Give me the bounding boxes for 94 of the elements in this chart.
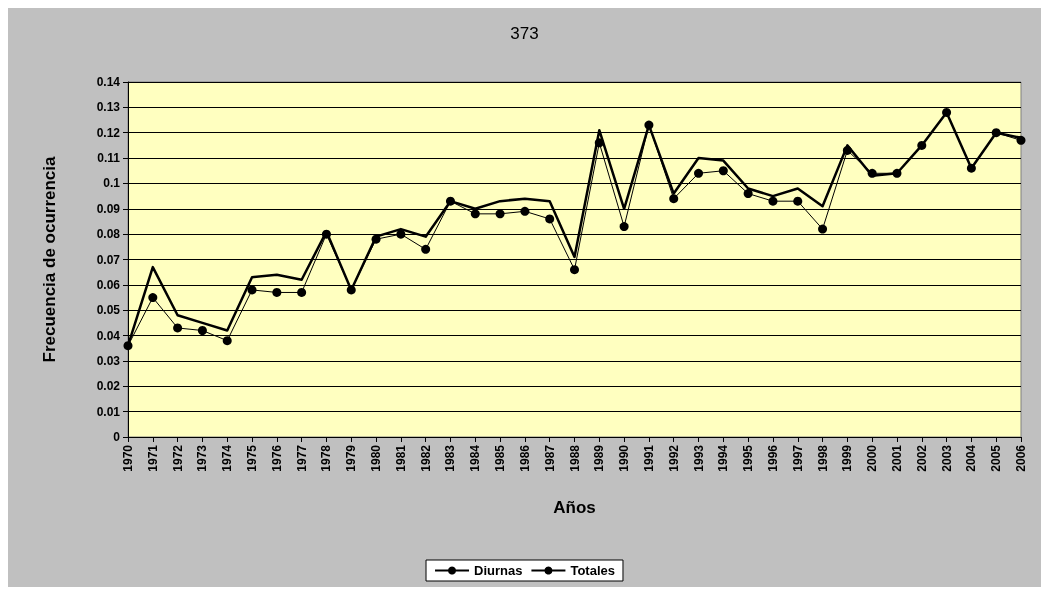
point [570, 265, 579, 275]
point [619, 222, 629, 232]
x-tick-label: 1978 [319, 444, 334, 472]
x-tick-label: 1974 [220, 444, 235, 472]
point [669, 194, 679, 204]
x-tick-label: 1993 [691, 444, 706, 472]
point [197, 326, 207, 335]
point [966, 163, 976, 173]
x-tick-label: 2005 [989, 444, 1004, 472]
point [222, 336, 232, 346]
x-tick-label: 1976 [269, 444, 284, 472]
point [421, 244, 431, 254]
point [545, 214, 555, 224]
x-tick-label: 1986 [517, 444, 532, 472]
x-tick-label: 1979 [344, 444, 359, 472]
x-tick-label: 2000 [865, 444, 880, 472]
y-tick-label: 0.01 [96, 404, 121, 419]
point [520, 206, 530, 216]
point [396, 229, 406, 239]
y-tick-label: 0.09 [96, 201, 121, 216]
point [867, 168, 877, 178]
x-tick-label: 1972 [170, 444, 185, 472]
point [321, 229, 331, 239]
x-tick-label: 1971 [145, 444, 160, 472]
point [247, 285, 257, 295]
point [148, 293, 158, 303]
y-axis-title: Frecuencia de ocurrencia [40, 155, 59, 363]
y-tick-label: 0.02 [96, 379, 121, 394]
x-tick-label: 1984 [468, 444, 483, 472]
x-tick-label: 1991 [641, 444, 656, 472]
x-tick-label: 2002 [914, 444, 929, 472]
x-tick-label: 1980 [369, 444, 384, 472]
x-tick-label: 2004 [964, 444, 979, 472]
y-tick-label: 0.04 [96, 328, 121, 343]
point [917, 140, 927, 150]
x-tick-label: 1996 [765, 444, 780, 472]
y-tick-label: 0.08 [96, 227, 121, 242]
x-tick-label: 1975 [245, 444, 260, 472]
point [297, 287, 307, 297]
x-tick-label: 2001 [889, 444, 904, 472]
x-tick-label: 1987 [542, 444, 557, 472]
point [495, 209, 505, 219]
x-tick-label: 1977 [294, 444, 309, 472]
y-tick-label: 0.05 [96, 303, 121, 318]
chart-title: 373 [510, 24, 539, 43]
x-tick-label: 1995 [741, 444, 756, 472]
point [470, 209, 480, 219]
point [892, 168, 902, 178]
point [718, 166, 728, 176]
point [346, 285, 356, 295]
x-tick-label: 1985 [493, 444, 508, 472]
x-tick-label: 1988 [567, 444, 582, 472]
point [644, 120, 654, 130]
point [942, 107, 952, 117]
y-tick-label: 0 [113, 430, 121, 444]
y-tick-label: 0.11 [97, 151, 121, 166]
y-tick-label: 0.12 [96, 125, 121, 140]
point [991, 128, 1001, 138]
x-tick-label: 1983 [443, 444, 458, 472]
x-tick-label: 1997 [790, 444, 805, 472]
x-tick-label: 1998 [815, 444, 830, 472]
x-tick-label: 1973 [195, 444, 210, 472]
point [1016, 135, 1026, 145]
x-tick-label: 1990 [617, 444, 632, 472]
point [371, 234, 381, 244]
y-tick-label: 0.03 [96, 353, 121, 368]
legend-label: Diurnas [474, 563, 523, 578]
legend-label: Totales [570, 563, 615, 578]
point [272, 287, 282, 297]
y-tick-label: 0.14 [96, 75, 121, 89]
x-tick-label: 2006 [1014, 444, 1028, 472]
point [173, 323, 183, 333]
y-tick-label: 0.07 [96, 252, 121, 267]
point [594, 138, 604, 148]
point [818, 224, 828, 234]
point [743, 189, 753, 199]
x-tick-label: 1994 [716, 444, 731, 472]
point [842, 145, 852, 155]
y-tick-label: 0.06 [96, 277, 121, 292]
x-tick-label: 1992 [666, 444, 681, 472]
point [793, 196, 803, 206]
x-tick-label: 1989 [592, 444, 607, 472]
point [445, 196, 455, 206]
point [123, 341, 133, 351]
x-tick-label: 2003 [939, 444, 954, 472]
x-axis-title: Años [553, 498, 596, 517]
x-tick-label: 1982 [418, 444, 433, 472]
y-tick-label: 0.1 [103, 176, 121, 191]
point [768, 196, 778, 206]
x-tick-label: 1999 [840, 444, 855, 472]
x-tick-label: 1981 [393, 444, 408, 472]
y-tick-label: 0.13 [96, 100, 121, 115]
x-tick-label: 1970 [121, 444, 135, 472]
point [694, 168, 704, 178]
